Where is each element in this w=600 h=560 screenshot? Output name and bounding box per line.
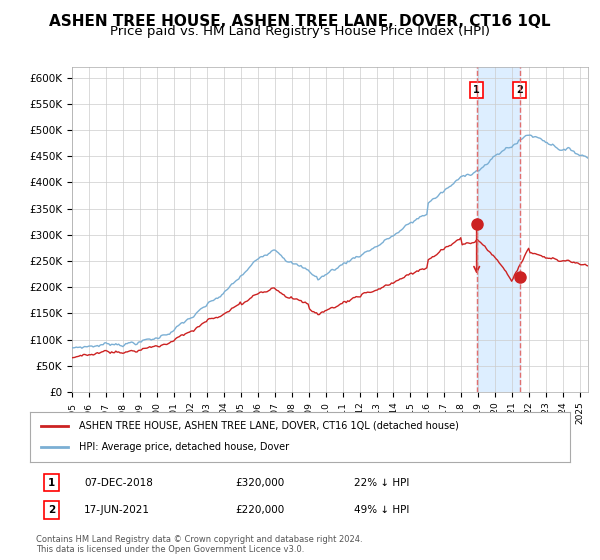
Text: 07-DEC-2018: 07-DEC-2018	[84, 478, 153, 488]
Text: HPI: Average price, detached house, Dover: HPI: Average price, detached house, Dove…	[79, 442, 289, 452]
Text: ASHEN TREE HOUSE, ASHEN TREE LANE, DOVER, CT16 1QL: ASHEN TREE HOUSE, ASHEN TREE LANE, DOVER…	[49, 14, 551, 29]
Text: ASHEN TREE HOUSE, ASHEN TREE LANE, DOVER, CT16 1QL (detached house): ASHEN TREE HOUSE, ASHEN TREE LANE, DOVER…	[79, 421, 458, 431]
Text: 2: 2	[48, 505, 55, 515]
Text: 17-JUN-2021: 17-JUN-2021	[84, 505, 150, 515]
Text: £220,000: £220,000	[235, 505, 284, 515]
Text: 1: 1	[48, 478, 55, 488]
Text: £320,000: £320,000	[235, 478, 284, 488]
Text: Contains HM Land Registry data © Crown copyright and database right 2024.
This d: Contains HM Land Registry data © Crown c…	[36, 535, 362, 554]
Bar	[476, 67, 520, 392]
Text: 1: 1	[473, 85, 480, 95]
Text: 49% ↓ HPI: 49% ↓ HPI	[354, 505, 409, 515]
Text: 2: 2	[516, 85, 523, 95]
Text: 22% ↓ HPI: 22% ↓ HPI	[354, 478, 409, 488]
Text: Price paid vs. HM Land Registry's House Price Index (HPI): Price paid vs. HM Land Registry's House …	[110, 25, 490, 38]
